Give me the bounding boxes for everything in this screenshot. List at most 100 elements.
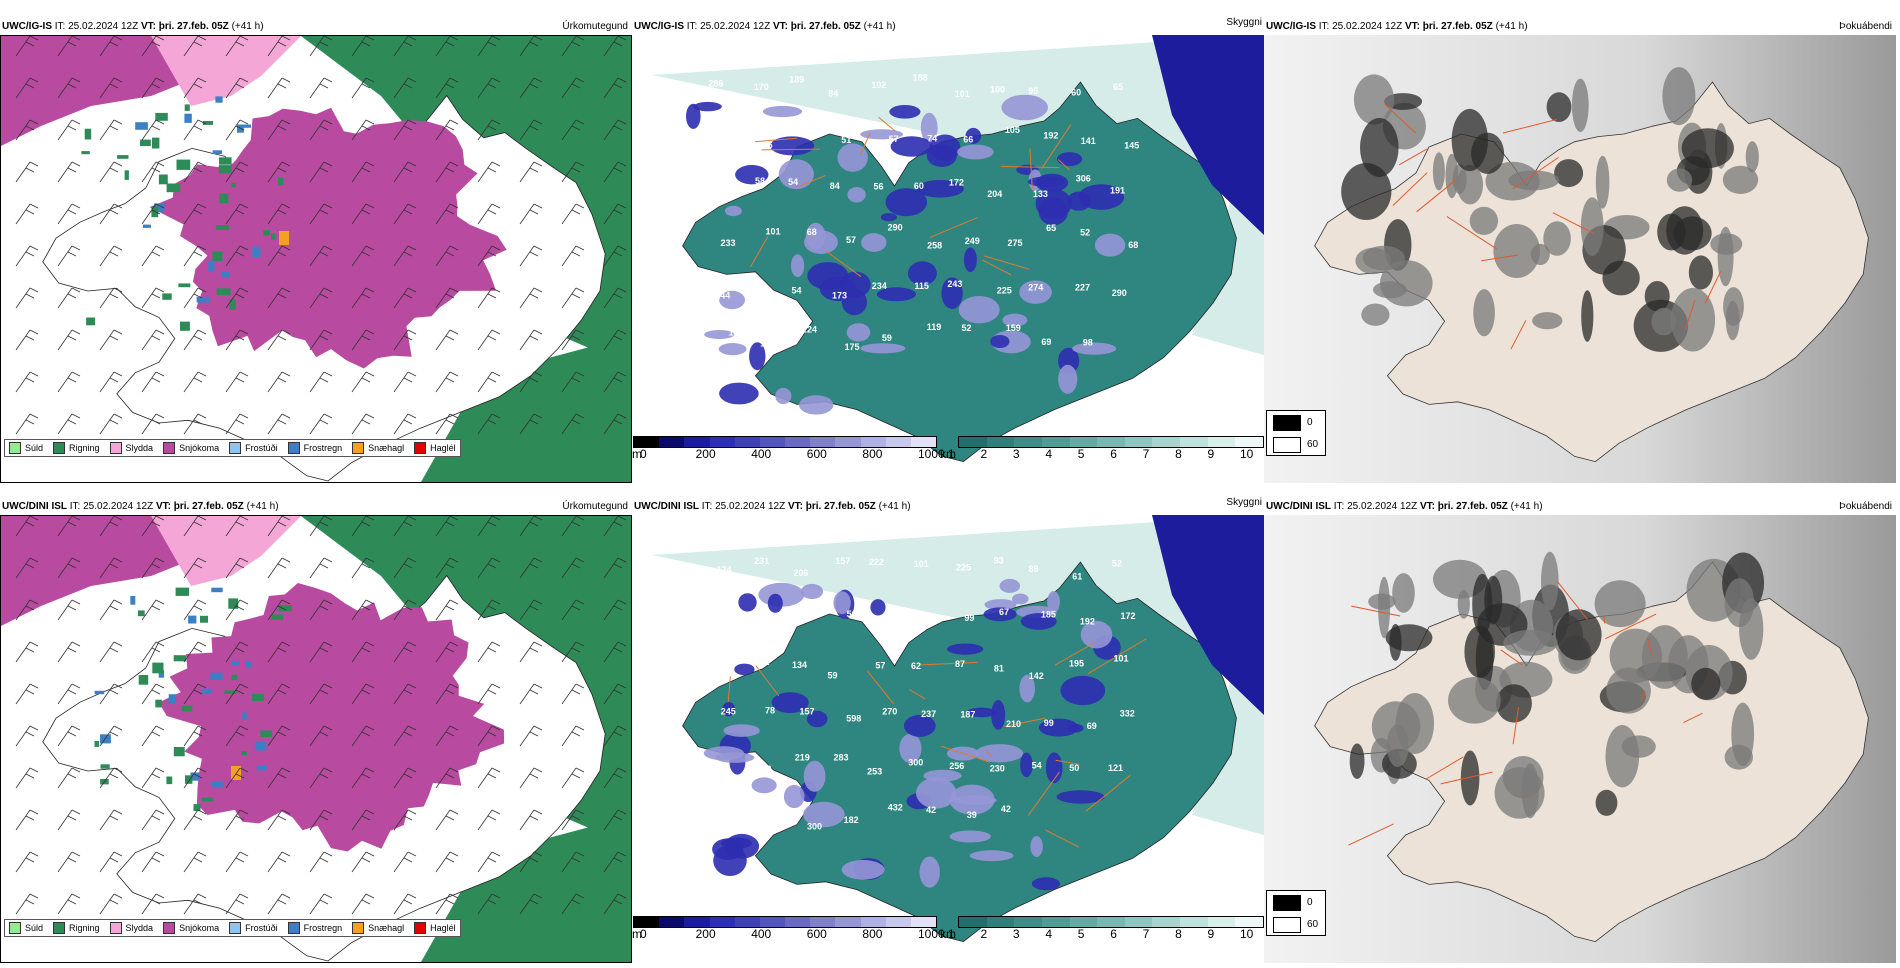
cloud-patch xyxy=(876,287,916,302)
wind-barb xyxy=(477,599,501,621)
precip-patch xyxy=(231,660,240,666)
cloud-patch xyxy=(738,593,757,612)
road-line xyxy=(1087,638,1147,675)
road-line xyxy=(985,749,992,757)
wind-barb xyxy=(99,77,123,99)
wind-barb xyxy=(519,641,543,663)
precip-patch xyxy=(154,203,165,213)
wind-barb xyxy=(99,893,123,915)
cloud-base-label: 157 xyxy=(835,556,850,566)
cloud-base-label: 142 xyxy=(1029,671,1044,681)
wind-barb xyxy=(603,329,627,351)
precip-patch xyxy=(221,271,230,278)
cloud-base-label: 157 xyxy=(800,706,815,716)
cloud-base-label: 132 xyxy=(757,764,772,774)
colorbar-tick-label: 800 xyxy=(862,447,883,461)
wind-barb xyxy=(603,809,627,831)
colorbar-tick-label: 1 xyxy=(948,927,955,941)
cloud-patch xyxy=(712,838,744,860)
wind-barb xyxy=(477,161,501,183)
wind-barb xyxy=(351,641,375,663)
fog-patch xyxy=(1360,118,1399,177)
cloud-patch xyxy=(920,112,938,143)
cloud-base-label: 219 xyxy=(795,753,810,763)
wind-barb xyxy=(435,161,459,183)
cloud-base-label: 49 xyxy=(809,603,819,613)
fog-legend-label: 60 xyxy=(1307,439,1319,450)
legend-label: Slydda xyxy=(125,923,154,933)
colorbar-tick-label: 7 xyxy=(1142,447,1150,461)
cloud-patch xyxy=(966,707,997,718)
precip-patch xyxy=(81,151,90,155)
legend-label: Rigning xyxy=(69,443,100,453)
wind-barb xyxy=(393,35,417,57)
wind-barb xyxy=(519,287,543,309)
wind-barb xyxy=(351,557,375,579)
road-line xyxy=(761,148,820,151)
road-line xyxy=(798,175,826,187)
precip-patch xyxy=(278,605,292,612)
wind-barb xyxy=(267,119,291,141)
wind-barb xyxy=(183,203,207,225)
cloud-patch xyxy=(1020,613,1057,630)
colorbar-segment xyxy=(835,917,861,927)
wind-barb xyxy=(57,599,81,621)
cloud-base-label: 81 xyxy=(994,664,1004,674)
fog-patch xyxy=(1361,303,1390,326)
fog-patch xyxy=(1389,623,1402,661)
cloud-patch xyxy=(1030,836,1043,857)
cloud-base-label: 59 xyxy=(828,671,838,681)
wind-barb xyxy=(309,767,333,789)
road-line xyxy=(1425,756,1464,780)
cloud-patch xyxy=(1038,718,1079,737)
legend-item: Haglél xyxy=(414,922,456,934)
fog-patch xyxy=(1392,573,1415,613)
cloud-patch xyxy=(719,382,759,405)
legend-label: Slydda xyxy=(125,443,154,453)
cloud-base-label: 192 xyxy=(1043,131,1058,141)
legend-swatch xyxy=(9,442,21,454)
cloud-base-label: 172 xyxy=(949,177,964,187)
precip-patch xyxy=(241,751,247,756)
wind-barb xyxy=(15,599,39,621)
cloud-patch xyxy=(984,599,1017,611)
cloud-patch xyxy=(841,860,885,880)
wind-barb xyxy=(183,725,207,747)
precip-patch xyxy=(162,293,172,300)
precip-patch xyxy=(184,113,192,123)
cloud-base-label: 191 xyxy=(1110,185,1125,195)
wind-barb xyxy=(561,725,585,747)
wind-barb xyxy=(225,683,249,705)
wind-barb xyxy=(309,809,333,831)
cloud-patch xyxy=(770,136,815,156)
wind-barb xyxy=(309,329,333,351)
wind-barb xyxy=(519,413,543,435)
legend-label: Frostúði xyxy=(245,443,278,453)
wind-barb xyxy=(603,35,627,57)
cloud-patch xyxy=(907,261,937,286)
panel-header: UWC/IG-IS IT: 25.02.2024 12Z VT: þri. 27… xyxy=(634,21,896,32)
wind-barb xyxy=(603,245,627,267)
wind-barb xyxy=(603,893,627,915)
precip-patch xyxy=(173,655,187,662)
cloud-base-label: 237 xyxy=(921,709,936,719)
cloud-base-label: 141 xyxy=(1081,136,1096,146)
cloud-patch xyxy=(969,850,1014,862)
colorbar-segment xyxy=(860,437,886,447)
precip-patch xyxy=(138,675,149,685)
cloud-colorbar xyxy=(958,436,1264,448)
wind-barb xyxy=(477,371,501,393)
wind-barb xyxy=(351,893,375,915)
cloud-base-label: 598 xyxy=(846,714,861,724)
legend-label: Snjókoma xyxy=(179,923,220,933)
precip-patch xyxy=(140,139,151,147)
wind-barb xyxy=(15,371,39,393)
cloud-base-label: 57 xyxy=(889,134,899,144)
precip-patch xyxy=(260,730,273,737)
road-line xyxy=(1348,823,1394,846)
cloud-base-label: 185 xyxy=(1041,610,1056,620)
wind-barb xyxy=(15,683,39,705)
wind-barb xyxy=(561,893,585,915)
precip-patch xyxy=(212,251,223,262)
wind-barb xyxy=(561,809,585,831)
